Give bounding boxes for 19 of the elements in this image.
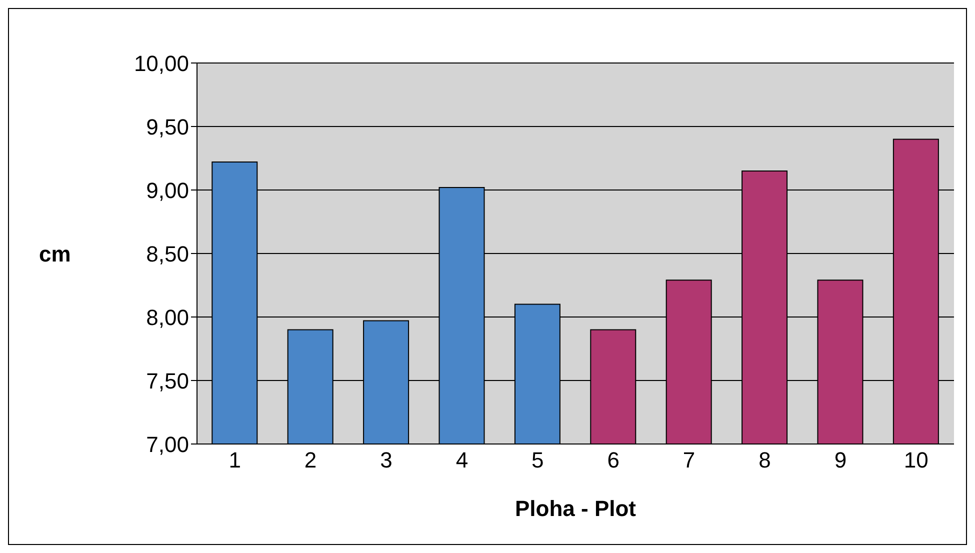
x-tick-label: 8 (758, 448, 771, 473)
x-tick-label: 7 (682, 448, 696, 473)
y-tick-label: 7,00 (146, 432, 189, 457)
x-tick-label: 9 (834, 448, 847, 473)
x-tick-label: 4 (456, 448, 468, 473)
x-tick-label: 3 (380, 448, 392, 473)
x-tick-label: 6 (607, 448, 620, 473)
y-axis-title: cm (39, 241, 71, 266)
y-tick-label: 10,00 (134, 50, 189, 76)
x-tick-label: 5 (532, 448, 544, 473)
x-tick-label: 10 (904, 448, 928, 473)
y-tick-label: 8,00 (146, 304, 189, 330)
x-tick-label: 2 (304, 448, 317, 473)
x-tick-label: 1 (228, 448, 241, 473)
y-tick-label: 7,50 (146, 368, 189, 394)
y-tick-label: 8,50 (146, 241, 189, 266)
y-tick-label: 9,50 (146, 114, 189, 140)
y-tick-label: 9,00 (146, 178, 189, 203)
x-axis-title: Ploha - Plot (515, 496, 637, 521)
